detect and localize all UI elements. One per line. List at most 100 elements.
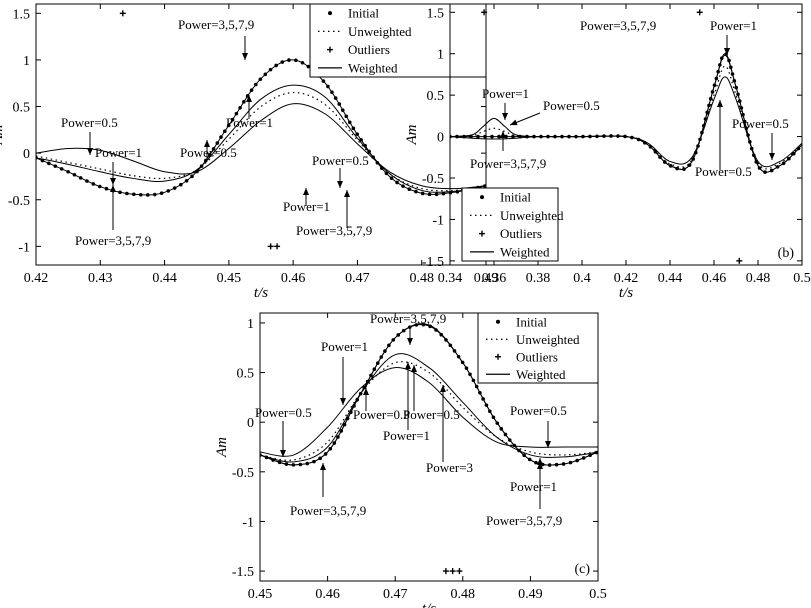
initial-point bbox=[347, 120, 352, 125]
power-annotation: Power=3,5,7,9 bbox=[580, 18, 730, 55]
annotation-label: Power=3,5,7,9 bbox=[580, 18, 656, 33]
annotation-label: Power=0.5 bbox=[510, 403, 567, 418]
x-tick-label: 0.46 bbox=[315, 587, 340, 602]
initial-point bbox=[420, 191, 425, 196]
annotation-label: Power=0.5 bbox=[403, 407, 460, 422]
legend-key-initial bbox=[328, 11, 332, 16]
annotation-arrowhead bbox=[320, 463, 326, 470]
legend: Initial Unweighted Outliers Weighted bbox=[309, 3, 487, 78]
power-annotation: Power=0.5 bbox=[180, 140, 237, 160]
annotation-label: Power=0.5 bbox=[61, 115, 118, 130]
initial-point bbox=[355, 132, 359, 136]
y-tick-label: 0.5 bbox=[13, 101, 31, 116]
legend-key-initial bbox=[496, 319, 500, 324]
initial-point bbox=[98, 184, 102, 189]
power-annotation: Power=3,5,7,9 bbox=[290, 463, 366, 518]
initial-point bbox=[476, 134, 480, 139]
annotation-arrowhead bbox=[337, 181, 343, 188]
initial-point bbox=[125, 191, 129, 196]
initial-point bbox=[184, 179, 189, 183]
x-tick-label: 0.46 bbox=[702, 271, 727, 286]
power-annotation: Power=0.5 bbox=[695, 100, 752, 179]
initial-point bbox=[340, 108, 345, 112]
y-axis-label: Am bbox=[0, 124, 6, 145]
outlier-marker bbox=[481, 9, 488, 16]
y-tick-label: 1.5 bbox=[427, 6, 445, 21]
initial-point bbox=[258, 77, 263, 82]
panel-a: 0.42 0.43 0.44 0.45 0.46 0.47 0.48 0.49 1.5 1 0.5 0… bbox=[0, 3, 498, 301]
initial-point bbox=[223, 129, 227, 134]
y-tick-label: 1 bbox=[437, 48, 444, 63]
x-tick-label: 0.45 bbox=[217, 271, 242, 286]
annotation-label: Power=1 bbox=[510, 479, 557, 494]
initial-point bbox=[337, 102, 342, 106]
series-line-weighted bbox=[260, 367, 598, 457]
annotation-label: Power=1 bbox=[383, 428, 430, 443]
initial-point bbox=[72, 172, 77, 177]
power-annotation: Power=1 bbox=[95, 145, 142, 185]
initial-point bbox=[146, 193, 150, 197]
initial-point bbox=[59, 167, 64, 171]
annotation-arrowhead bbox=[537, 462, 543, 469]
annotation-arrowhead bbox=[87, 148, 93, 155]
annotation-label: Power=1 bbox=[95, 145, 142, 160]
power-annotation: Power=0.5 bbox=[312, 153, 369, 188]
x-tick-label: 0.48 bbox=[409, 271, 434, 286]
initial-point bbox=[104, 186, 109, 191]
annotation-label: Power=3,5,7,9 bbox=[75, 233, 151, 248]
series-line-unweighted bbox=[260, 361, 598, 461]
legend: Initial Unweighted Outliers Weighted bbox=[461, 187, 564, 262]
annotation-label: Power=3,5,7,9 bbox=[470, 156, 546, 171]
x-tick-label: 0.42 bbox=[24, 271, 49, 286]
power-annotation: Power=0.5 bbox=[403, 365, 460, 422]
outlier-marker bbox=[736, 257, 743, 264]
y-tick-label: -1.5 bbox=[232, 565, 254, 580]
y-tick-label: -0.5 bbox=[8, 194, 30, 209]
power-annotation: Power=3,5,7,9 bbox=[296, 190, 372, 238]
initial-point bbox=[483, 134, 487, 139]
annotation-arrowhead bbox=[110, 178, 116, 185]
initial-point bbox=[497, 134, 501, 139]
series-line-weighted bbox=[260, 353, 598, 463]
power-annotation: Power=1 bbox=[321, 339, 368, 405]
power-annotation: Power=3,5,7,9 bbox=[75, 185, 151, 248]
initial-point bbox=[47, 161, 51, 166]
x-axis-label: t/s bbox=[254, 285, 268, 301]
x-tick-label: 0.49 bbox=[518, 587, 543, 602]
initial-point bbox=[414, 189, 418, 194]
annotation-arrowhead bbox=[363, 388, 369, 395]
series-line-weighted bbox=[450, 54, 802, 173]
annotation-label: Power=3,5,7,9 bbox=[290, 503, 366, 518]
legend-box bbox=[309, 3, 487, 78]
legend-label: Unweighted bbox=[348, 24, 412, 39]
initial-point bbox=[268, 67, 273, 72]
legend-label: Unweighted bbox=[500, 208, 564, 223]
initial-point bbox=[280, 60, 285, 64]
initial-point bbox=[434, 328, 438, 332]
power-annotation: Power=0.5 bbox=[353, 388, 410, 422]
x-tick-label: 0.48 bbox=[451, 587, 476, 602]
y-axis-label: Am bbox=[214, 437, 230, 458]
power-annotation: Power=3,5,7,9 bbox=[486, 462, 562, 528]
legend-label: Outliers bbox=[500, 226, 542, 241]
panel-b: 0.34 0.36 0.38 0.4 0.42 0.44 0.46 0.48 0.5 1.5 1 0.… bbox=[404, 3, 811, 301]
initial-point bbox=[211, 147, 216, 151]
legend-label: Outliers bbox=[516, 349, 558, 364]
y-axis-label: Am bbox=[404, 124, 420, 145]
y-tick-label: 0 bbox=[247, 416, 254, 431]
annotation-arrowhead bbox=[502, 113, 508, 120]
y-tick-label: 1 bbox=[23, 54, 30, 69]
annotation-arrowhead bbox=[303, 188, 309, 195]
panel-c: 0.45 0.46 0.47 0.48 0.49 0.5 1 0.5 0 -0.5 -1 -1.5 t/… bbox=[214, 311, 607, 608]
power-annotation: Power=1 bbox=[226, 95, 273, 130]
annotation-label: Power=3,5,7,9 bbox=[296, 223, 372, 238]
annotation-arrowhead bbox=[717, 100, 723, 107]
series-line-weighted bbox=[36, 103, 486, 190]
initial-point bbox=[253, 82, 258, 87]
y-tick-label: -0.5 bbox=[232, 466, 254, 481]
initial-point bbox=[166, 189, 171, 193]
power-annotation: Power=0.5 bbox=[509, 98, 600, 126]
initial-point bbox=[274, 63, 278, 68]
x-tick-label: 0.44 bbox=[152, 271, 177, 286]
